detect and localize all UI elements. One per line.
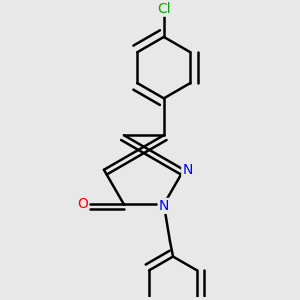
Text: N: N xyxy=(182,163,193,177)
Text: Cl: Cl xyxy=(157,2,171,16)
Text: O: O xyxy=(77,197,88,212)
Text: N: N xyxy=(159,199,169,213)
